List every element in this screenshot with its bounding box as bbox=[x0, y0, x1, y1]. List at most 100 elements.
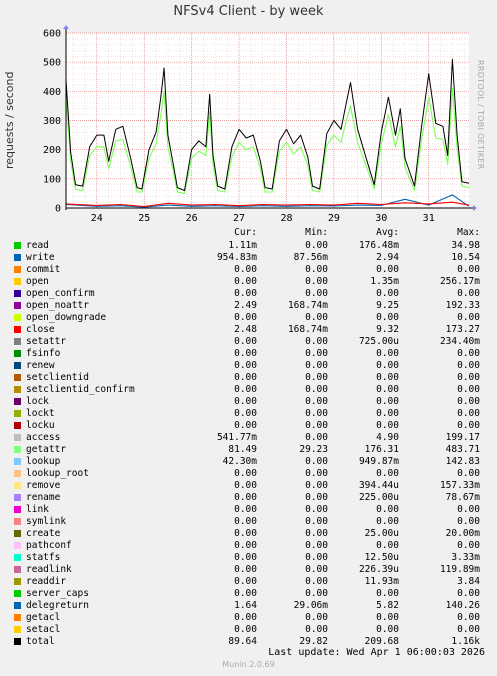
legend-min: 29.23 bbox=[299, 444, 328, 455]
legend-max: 0.00 bbox=[457, 612, 480, 623]
legend-max: 10.54 bbox=[451, 252, 480, 263]
legend-swatch bbox=[14, 278, 21, 285]
legend-entry-commit: commit 0.00 0.00 0.00 0.00 bbox=[12, 264, 482, 276]
legend-name: lookup bbox=[26, 456, 61, 467]
legend-min: 0.00 bbox=[305, 588, 328, 599]
legend-entry-read: read 1.11m 0.00 176.48m 34.98 bbox=[12, 240, 482, 252]
legend-avg: 176.48m bbox=[358, 240, 399, 251]
legend-avg: 0.00 bbox=[376, 288, 399, 299]
legend-swatch bbox=[14, 266, 21, 273]
legend-cur: 0.00 bbox=[234, 612, 257, 623]
legend-entry-delegreturn: delegreturn 1.64 29.06m 5.82 140.26 bbox=[12, 600, 482, 612]
legend-name: close bbox=[26, 324, 55, 335]
legend-avg: 225.00u bbox=[358, 492, 399, 503]
legend-swatch bbox=[14, 494, 21, 501]
legend-cur: 0.00 bbox=[234, 288, 257, 299]
legend-min: 0.00 bbox=[305, 552, 328, 563]
legend-column-header: Cur: bbox=[234, 227, 257, 238]
legend-entry-renew: renew 0.00 0.00 0.00 0.00 bbox=[12, 360, 482, 372]
legend-swatch bbox=[14, 374, 21, 381]
legend-cur: 0.00 bbox=[234, 564, 257, 575]
legend-name: server_caps bbox=[26, 588, 89, 599]
legend-cur: 0.00 bbox=[234, 468, 257, 479]
legend-cur: 2.49 bbox=[234, 300, 257, 311]
legend-entry-open_noattr: open_noattr 2.49 168.74m 9.25 192.33 bbox=[12, 300, 482, 312]
legend-avg: 0.00 bbox=[376, 420, 399, 431]
legend-max: 0.00 bbox=[457, 588, 480, 599]
legend-swatch bbox=[14, 458, 21, 465]
legend-swatch bbox=[14, 554, 21, 561]
legend-max: 0.00 bbox=[457, 420, 480, 431]
legend-entry-link: link 0.00 0.00 0.00 0.00 bbox=[12, 504, 482, 516]
legend-entry-fsinfo: fsinfo 0.00 0.00 0.00 0.00 bbox=[12, 348, 482, 360]
legend-swatch bbox=[14, 626, 21, 633]
legend-swatch bbox=[14, 614, 21, 621]
legend-entry-setattr: setattr 0.00 0.00 725.00u 234.40m bbox=[12, 336, 482, 348]
legend-min: 0.00 bbox=[305, 348, 328, 359]
legend-cur: 0.00 bbox=[234, 576, 257, 587]
legend-max: 0.00 bbox=[457, 264, 480, 275]
legend-name: renew bbox=[26, 360, 55, 371]
legend-name: locku bbox=[26, 420, 55, 431]
legend-min: 0.00 bbox=[305, 264, 328, 275]
legend-avg: 0.00 bbox=[376, 348, 399, 359]
legend-max: 192.33 bbox=[445, 300, 480, 311]
legend-avg: 25.00u bbox=[364, 528, 399, 539]
x-tick-label: 27 bbox=[233, 213, 245, 224]
legend-max: 3.33m bbox=[451, 552, 480, 563]
legend-swatch bbox=[14, 530, 21, 537]
y-tick-label: 0 bbox=[55, 204, 61, 215]
x-tick-label: 24 bbox=[91, 213, 103, 224]
legend-avg: 226.39u bbox=[358, 564, 399, 575]
legend-max: 0.00 bbox=[457, 288, 480, 299]
legend-name: remove bbox=[26, 480, 61, 491]
legend-cur: 0.00 bbox=[234, 552, 257, 563]
legend-avg: 1.35m bbox=[370, 276, 399, 287]
legend-swatch bbox=[14, 362, 21, 369]
legend-name: open bbox=[26, 276, 49, 287]
legend-name: setattr bbox=[26, 336, 67, 347]
y-tick-label: 300 bbox=[43, 116, 61, 127]
x-tick-label: 31 bbox=[423, 213, 435, 224]
legend-swatch bbox=[14, 302, 21, 309]
y-tick-label: 400 bbox=[43, 87, 61, 98]
legend-cur: 42.30m bbox=[222, 456, 257, 467]
legend-cur: 954.83m bbox=[216, 252, 257, 263]
legend-max: 34.98 bbox=[451, 240, 480, 251]
legend-entry-access: access 541.77m 0.00 4.90 199.17 bbox=[12, 432, 482, 444]
legend-entry-write: write 954.83m 87.56m 2.94 10.54 bbox=[12, 252, 482, 264]
legend-cur: 0.00 bbox=[234, 540, 257, 551]
legend-min: 0.00 bbox=[305, 516, 328, 527]
legend-swatch bbox=[14, 386, 21, 393]
legend-swatch bbox=[14, 254, 21, 261]
legend-name: commit bbox=[26, 264, 61, 275]
legend-cur: 2.48 bbox=[234, 324, 257, 335]
legend-avg: 0.00 bbox=[376, 516, 399, 527]
legend-name: setclientid_confirm bbox=[26, 384, 135, 395]
legend-column-header: Avg: bbox=[376, 227, 399, 238]
legend-entry-rename: rename 0.00 0.00 225.00u 78.67m bbox=[12, 492, 482, 504]
legend-min: 29.06m bbox=[293, 600, 328, 611]
series-line-delegreturn bbox=[65, 194, 470, 208]
legend-avg: 0.00 bbox=[376, 312, 399, 323]
legend-min: 0.00 bbox=[305, 528, 328, 539]
legend-cur: 0.00 bbox=[234, 372, 257, 383]
legend-swatch bbox=[14, 602, 21, 609]
legend-entry-getacl: getacl 0.00 0.00 0.00 0.00 bbox=[12, 612, 482, 624]
legend-entry-pathconf: pathconf 0.00 0.00 0.00 0.00 bbox=[12, 540, 482, 552]
legend-avg: 9.32 bbox=[376, 324, 399, 335]
legend-entry-remove: remove 0.00 0.00 394.44u 157.33m bbox=[12, 480, 482, 492]
legend-max: 0.00 bbox=[457, 468, 480, 479]
legend-swatch bbox=[14, 506, 21, 513]
legend-avg: 9.25 bbox=[376, 300, 399, 311]
legend-entry-create: create 0.00 0.00 25.00u 20.00m bbox=[12, 528, 482, 540]
legend-min: 0.00 bbox=[305, 612, 328, 623]
legend-max: 1.16k bbox=[451, 636, 480, 647]
legend-avg: 11.93m bbox=[364, 576, 399, 587]
legend-cur: 0.00 bbox=[234, 336, 257, 347]
legend-entry-getattr: getattr 81.49 29.23 176.31 483.71 bbox=[12, 444, 482, 456]
legend-entry-readlink: readlink 0.00 0.00 226.39u 119.89m bbox=[12, 564, 482, 576]
legend-avg: 5.82 bbox=[376, 600, 399, 611]
legend-max: 119.89m bbox=[439, 564, 480, 575]
legend-name: symlink bbox=[26, 516, 67, 527]
